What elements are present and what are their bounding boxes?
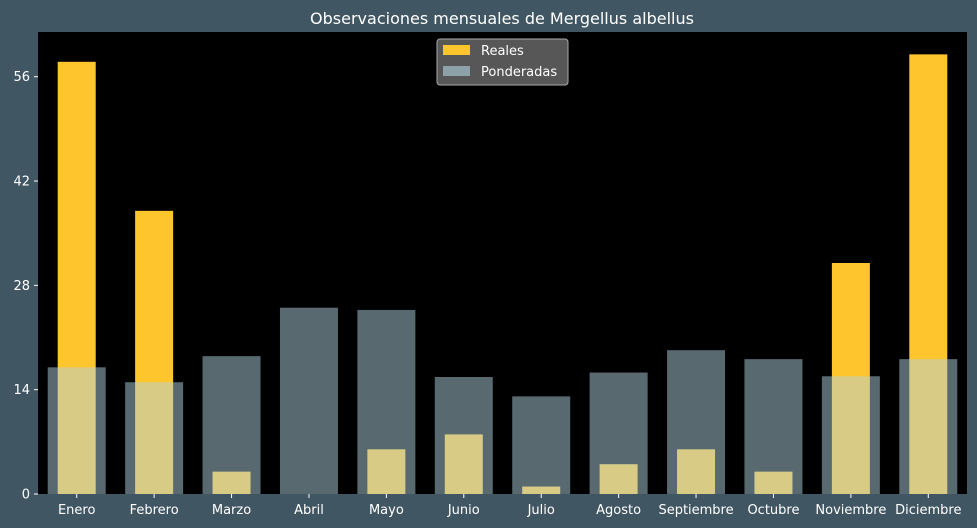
legend: Reales Ponderadas: [436, 38, 569, 86]
x-tick-label-mayo: Mayo: [369, 503, 404, 518]
x-tick-label-enero: Enero: [58, 503, 96, 518]
bar-ponderadas-febrero: [125, 382, 184, 494]
plot-area: [38, 32, 967, 494]
legend-swatch-ponderadas: [443, 66, 470, 76]
x-tick-label-noviembre: Noviembre: [815, 503, 886, 518]
ponderadas-series: [47, 307, 958, 494]
x-tick-label-agosto: Agosto: [596, 503, 641, 518]
x-tick-label-abril: Abril: [294, 503, 324, 518]
legend-swatch-reales: [443, 45, 470, 55]
legend-label-ponderadas: Ponderadas: [481, 65, 557, 80]
y-tick-label: 28: [13, 279, 30, 294]
y-tick-label: 42: [13, 175, 30, 190]
bar-ponderadas-mayo: [357, 309, 416, 494]
bar-ponderadas-octubre: [744, 359, 803, 494]
bar-ponderadas-enero: [47, 367, 106, 494]
bar-ponderadas-marzo: [202, 356, 261, 494]
y-tick-label: 14: [13, 383, 30, 398]
bar-ponderadas-julio: [512, 396, 571, 494]
x-tick-label-octubre: Octubre: [747, 503, 799, 518]
bar-ponderadas-noviembre: [821, 376, 880, 494]
bar-ponderadas-junio: [434, 377, 493, 494]
x-tick-label-febrero: Febrero: [130, 503, 179, 518]
x-tick-label-diciembre: Diciembre: [895, 503, 961, 518]
bar-ponderadas-abril: [279, 307, 338, 494]
chart-title: Observaciones mensuales de Mergellus alb…: [310, 9, 694, 28]
x-tick-label-julio: Julio: [527, 503, 555, 518]
x-tick-label-marzo: Marzo: [212, 503, 251, 518]
y-tick-label: 0: [22, 488, 30, 503]
bar-ponderadas-septiembre: [667, 350, 726, 494]
legend-label-reales: Reales: [481, 44, 524, 59]
bar-ponderadas-agosto: [589, 372, 648, 494]
y-tick-label: 56: [13, 70, 30, 85]
bar-ponderadas-diciembre: [899, 359, 958, 494]
x-tick-label-septiembre: Septiembre: [658, 503, 733, 518]
y-axis: 0 14 28 42 56: [13, 70, 38, 503]
x-axis: Enero Febrero Marzo Abril Mayo Junio Julio Agos…: [58, 494, 961, 518]
x-tick-label-junio: Junio: [447, 503, 480, 518]
